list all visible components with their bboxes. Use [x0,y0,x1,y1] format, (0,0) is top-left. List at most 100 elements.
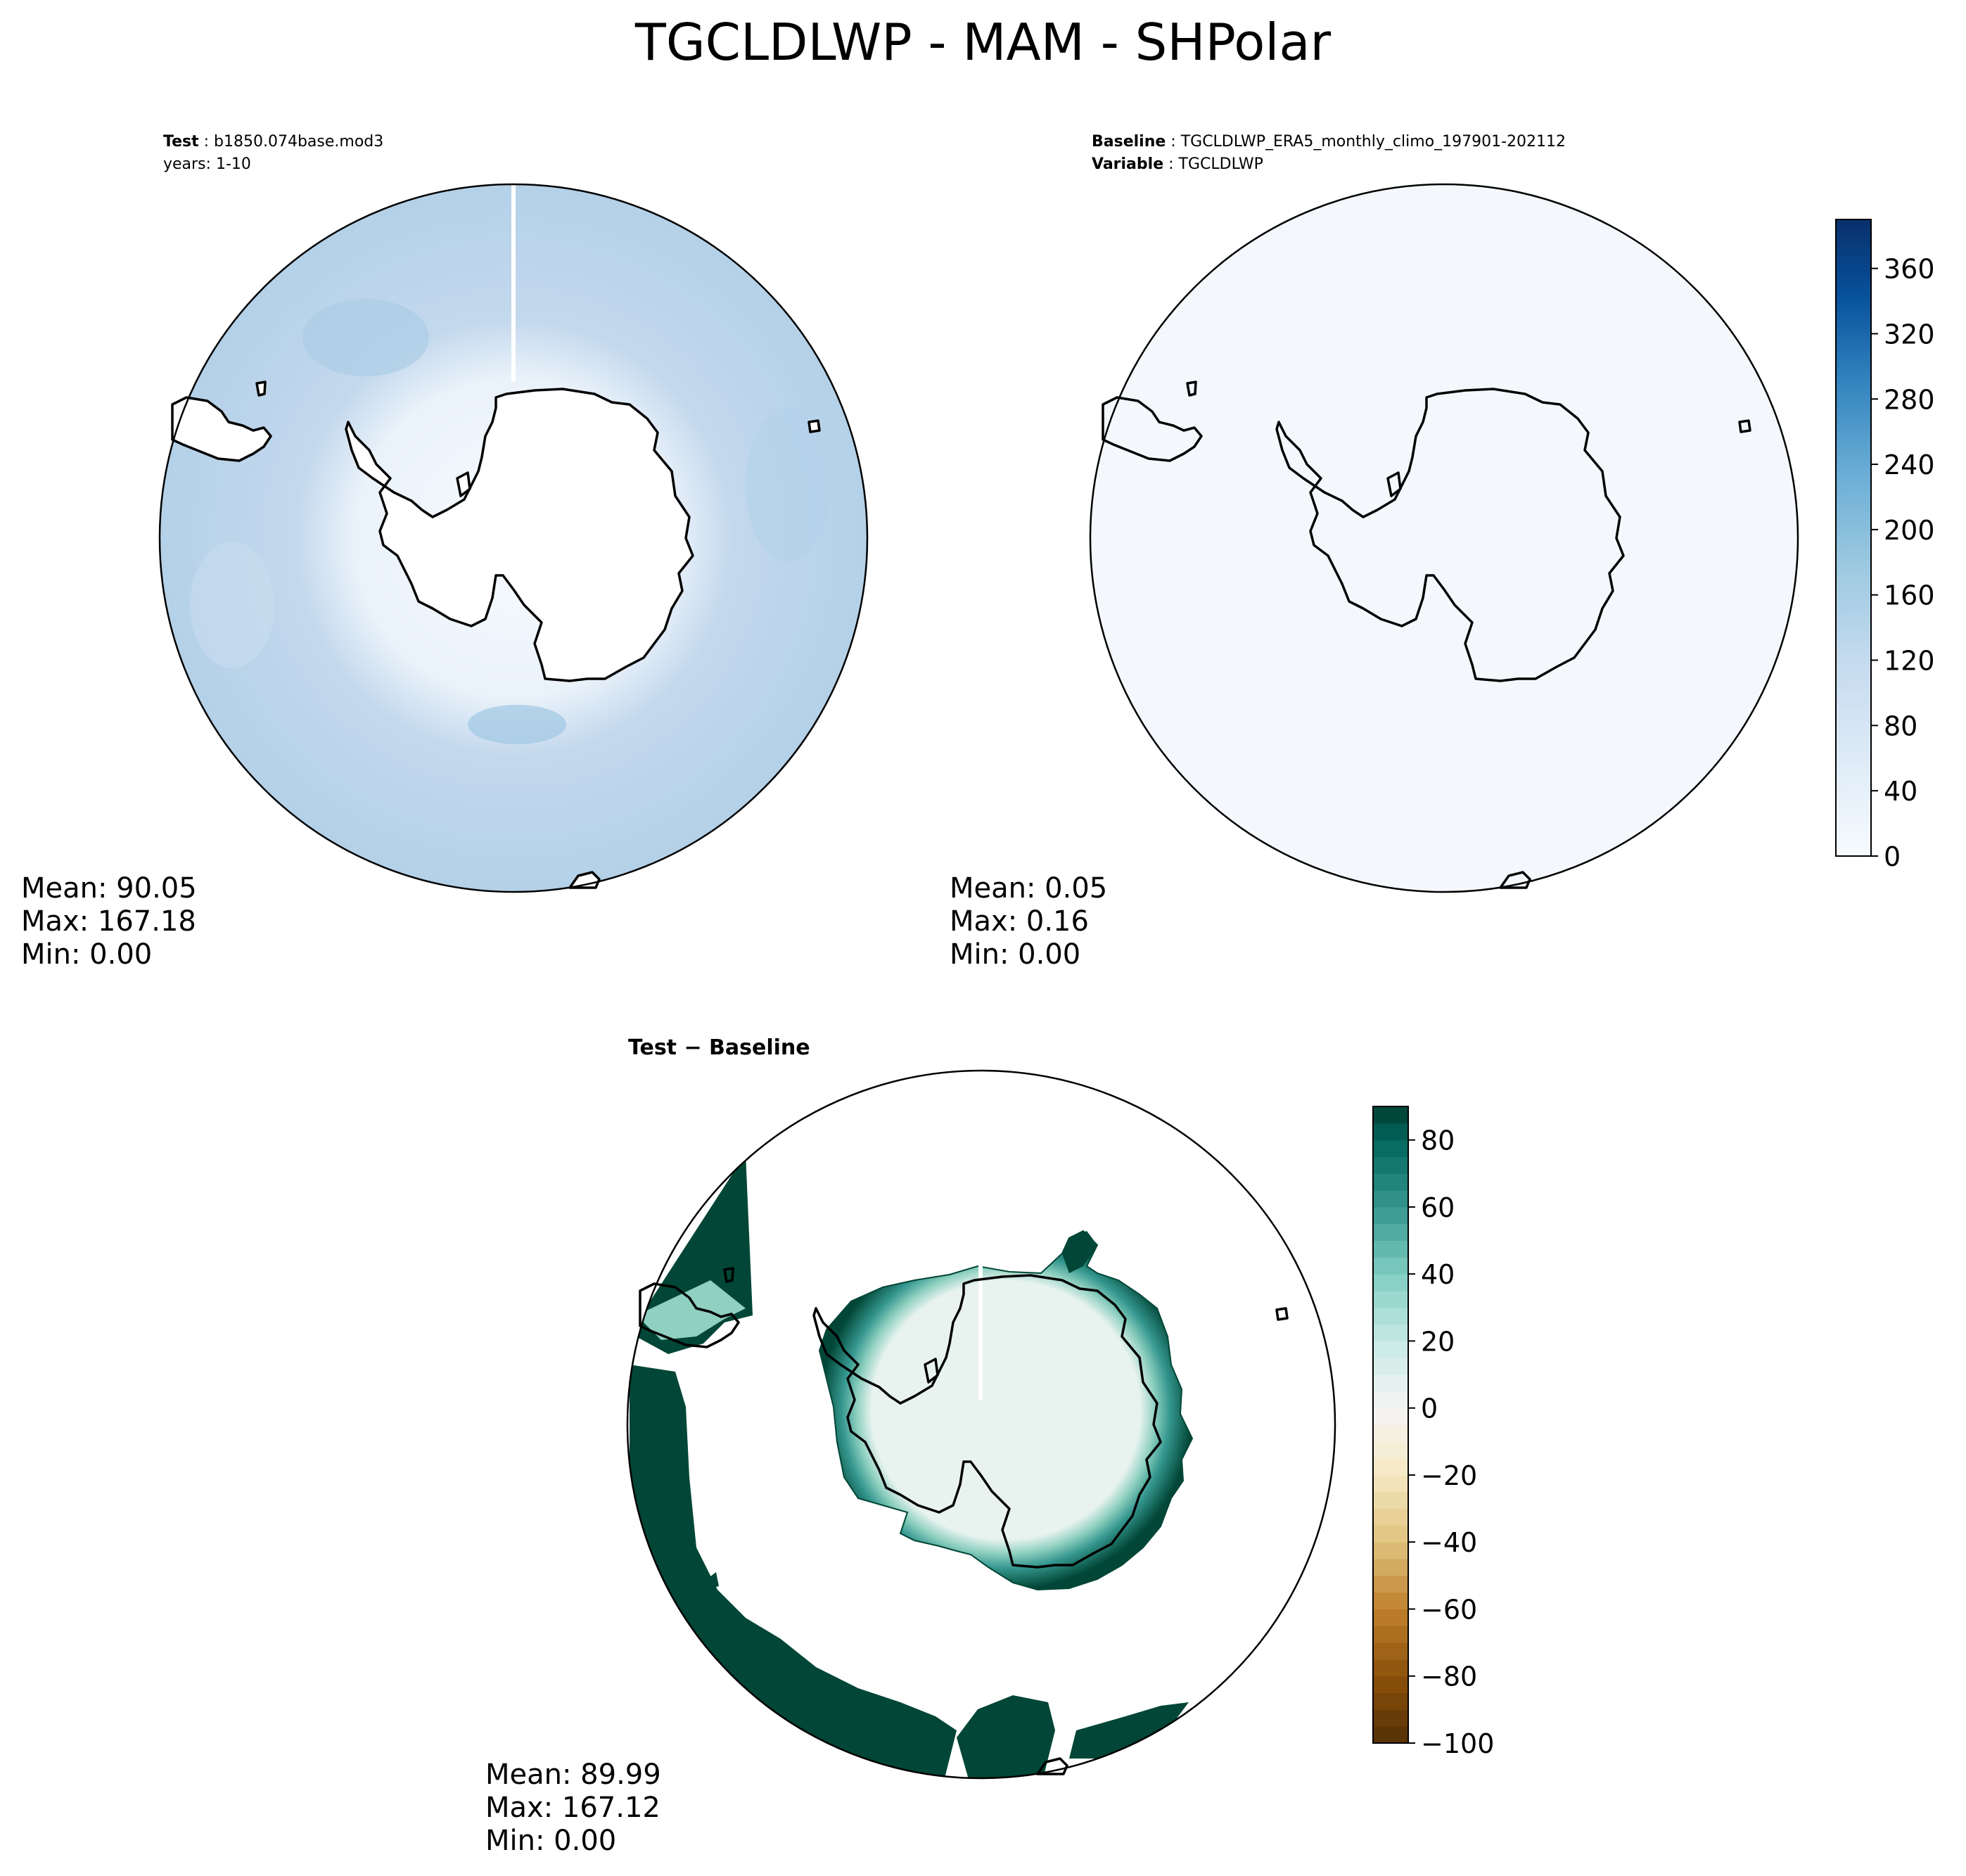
colorbar-main-tick-label: 240 [1884,449,1935,480]
test-case-value: b1850.074base.mod3 [214,133,384,151]
colorbar-diff-tick-label: −20 [1421,1460,1477,1491]
baseline-variable-label: Variable [1092,155,1164,173]
colorbar-diff-segment [1373,1391,1408,1409]
test-coastline [171,381,821,889]
colorbar-main-tick-label: 40 [1884,776,1917,807]
colorbar-diff-segment [1373,1626,1408,1643]
test-case-label: Test [163,133,199,151]
colorbar-main-bar [1835,219,1872,857]
baseline-stats: Mean: 0.05 Max: 0.16 Min: 0.00 [950,872,1107,971]
colorbar-diff-segment [1373,1257,1408,1275]
baseline-variable-value: TGCLDLWP [1178,155,1263,173]
colorbar-diff-segment [1373,1559,1408,1576]
colorbar-diff-segment [1373,1173,1408,1191]
baseline-map [1089,183,1799,893]
colorbar-main-tick-label: 80 [1884,710,1917,741]
colorbar-diff-segment [1373,1123,1408,1141]
colorbar-diff-segment [1373,1525,1408,1543]
colorbar-diff-segment [1373,1341,1408,1358]
colorbar-diff-tick-label: −60 [1421,1594,1477,1625]
colorbar-diff-tick-label: 0 [1421,1393,1438,1424]
diff-title: Test − Baseline [628,1035,810,1060]
colorbar-main-tick-label: 200 [1884,515,1935,546]
colorbar-diff-segment [1373,1374,1408,1392]
colorbar-diff-segment [1373,1106,1408,1124]
colorbar-diff-segment [1373,1676,1408,1694]
baseline-coastline [1102,381,1751,889]
colorbar-diff-segment [1373,1441,1408,1459]
colorbar-diff-segment [1373,1274,1408,1291]
baseline-max: Max: 0.16 [950,905,1089,938]
colorbar-diff-ticks: −100 −80 −60 −40 −20 0 20 40 60 80 [1408,1125,1494,1759]
diff-map [626,1069,1336,1780]
colorbar-diff-segment [1373,1692,1408,1710]
colorbar-diff-segments [1373,1106,1408,1744]
test-min: Min: 0.00 [21,938,153,971]
colorbar-diff-segment [1373,1324,1408,1341]
test-header: Test : b1850.074base.mod3 years: 1-10 [163,131,383,176]
colorbar-diff-segment [1373,1508,1408,1526]
test-field-patches [190,184,830,744]
diff-map-boundary [626,1069,1336,1780]
colorbar-diff-tick-label: −40 [1421,1527,1477,1558]
colorbar-diff-segment [1373,1609,1408,1626]
colorbar-diff-segment [1373,1474,1408,1493]
test-map-boundary [158,183,869,893]
colorbar-main-tick-label: 120 [1884,646,1935,677]
colorbar-diff-segment [1373,1358,1408,1375]
baseline-case-value: TGCLDLWP_ERA5_monthly_climo_197901-20211… [1180,133,1566,151]
colorbar-diff-segment [1373,1290,1408,1308]
colorbar-main-ticks: 0 40 80 120 160 200 240 280 320 360 [1871,254,1935,872]
figure-title: TGCLDLWP - MAM - SHPolar [634,13,1332,72]
colorbar-diff-segment [1373,1424,1408,1442]
baseline-mean: Mean: 0.05 [950,872,1108,905]
baseline-min: Min: 0.00 [950,938,1081,971]
colorbar-diff-segment [1373,1726,1408,1744]
baseline-header: Baseline : TGCLDLWP_ERA5_monthly_climo_1… [1092,133,1566,173]
diff-coastline [639,1267,1289,1775]
colorbar-diff-tick-label: −100 [1421,1728,1494,1759]
colorbar-diff-tick-label: 20 [1421,1326,1455,1357]
colorbar-main-tick-label: 280 [1884,384,1935,415]
baseline-map-boundary [1089,183,1799,893]
colorbar-diff: −100 −80 −60 −40 −20 0 20 40 60 80 [1372,1106,1494,1759]
test-max: Max: 167.18 [21,905,196,938]
test-years: years: 1-10 [163,155,251,173]
colorbar-diff-segment [1373,1223,1408,1242]
colorbar-diff-segment [1373,1592,1408,1609]
colorbar-diff-segment [1373,1575,1408,1593]
colorbar-diff-tick-label: −80 [1421,1661,1477,1692]
test-map [158,183,869,893]
diff-max: Max: 167.12 [485,1792,660,1824]
test-mean: Mean: 90.05 [21,872,197,905]
colorbar-diff-segment [1373,1206,1408,1225]
colorbar-diff-segment [1373,1642,1408,1660]
colorbar-diff-segment [1373,1458,1408,1476]
colorbar-main-tick-label: 160 [1884,580,1935,611]
colorbar-main-tick-label: 320 [1884,319,1935,350]
diff-stats: Mean: 89.99 Max: 167.12 Min: 0.00 [485,1759,661,1858]
colorbar-main-tick-label: 0 [1884,841,1901,872]
colorbar-main-tick-label: 360 [1884,254,1935,285]
colorbar-diff-segment [1373,1156,1408,1174]
colorbar-diff-segment [1373,1709,1408,1727]
test-stats: Mean: 90.05 Max: 167.18 Min: 0.00 [21,872,197,971]
colorbar-diff-segment [1373,1659,1408,1677]
colorbar-diff-tick-label: 60 [1421,1192,1455,1223]
colorbar-diff-segment [1373,1408,1408,1425]
colorbar-diff-segment [1373,1491,1408,1510]
colorbar-diff-segment [1373,1542,1408,1559]
colorbar-diff-segment [1373,1140,1408,1157]
colorbar-diff-tick-label: 80 [1421,1125,1455,1156]
diff-mean: Mean: 89.99 [485,1759,661,1791]
baseline-case-label: Baseline [1092,133,1166,151]
colorbar-main: 0 40 80 120 160 200 240 280 320 360 [1835,219,1935,872]
colorbar-diff-segment [1373,1307,1408,1325]
colorbar-diff-segment [1373,1190,1408,1208]
colorbar-diff-frame [1372,1106,1409,1744]
colorbar-diff-segment [1373,1240,1408,1258]
diff-min: Min: 0.00 [485,1825,617,1857]
colorbar-diff-tick-label: 40 [1421,1259,1455,1290]
